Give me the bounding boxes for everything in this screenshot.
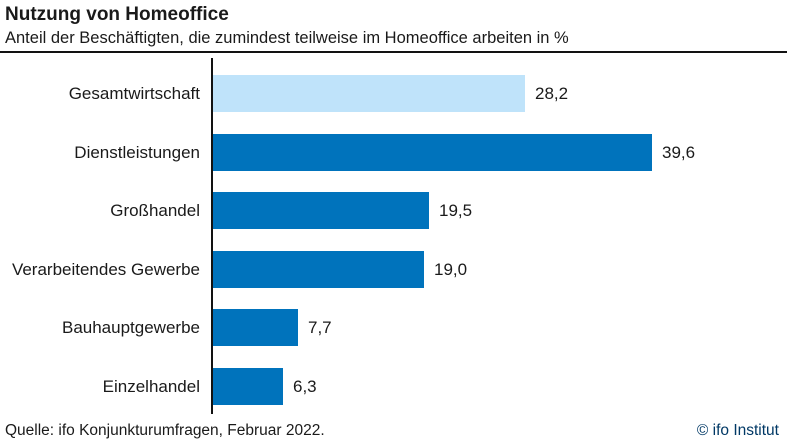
value-label: 39,6 [662,142,696,162]
bar-segment [213,309,298,346]
category-label: Bauhauptgewerbe [61,318,200,337]
bar-chart: Gesamtwirtschaft 28,2 Dienstleistungen 39,6… [0,56,787,416]
header-divider [0,51,787,53]
bar-segment [213,133,652,171]
bar-segment [213,250,424,288]
chart-footer: Quelle: ifo Konjunkturumfragen, Februar … [0,421,787,440]
category-label: Großhandel [110,201,200,220]
value-label: 28,2 [535,84,569,103]
value-label: 19,0 [434,259,468,279]
bar-highlight [213,75,525,112]
value-label: 7,7 [308,318,332,337]
source-note: Quelle: ifo Konjunkturumfragen, Februar … [5,422,325,439]
chart-header: Nutzung von Homeoffice Anteil der Beschä… [0,0,787,49]
category-label: Gesamtwirtschaft [68,84,200,103]
y-axis-line [211,58,213,414]
bar-segment [213,367,283,405]
value-label: 6,3 [293,376,317,396]
category-label: Verarbeitendes Gewerbe [11,259,200,279]
chart-subtitle: Anteil der Beschäftigten, die zumindest … [5,29,569,47]
category-label: Einzelhandel [102,376,200,396]
category-label: Dienstleistungen [74,142,200,162]
chart-title: Nutzung von Homeoffice [5,4,229,25]
bar-segment [213,192,429,229]
value-label: 19,5 [439,201,473,220]
copyright-note: © ifo Institut [696,422,779,439]
